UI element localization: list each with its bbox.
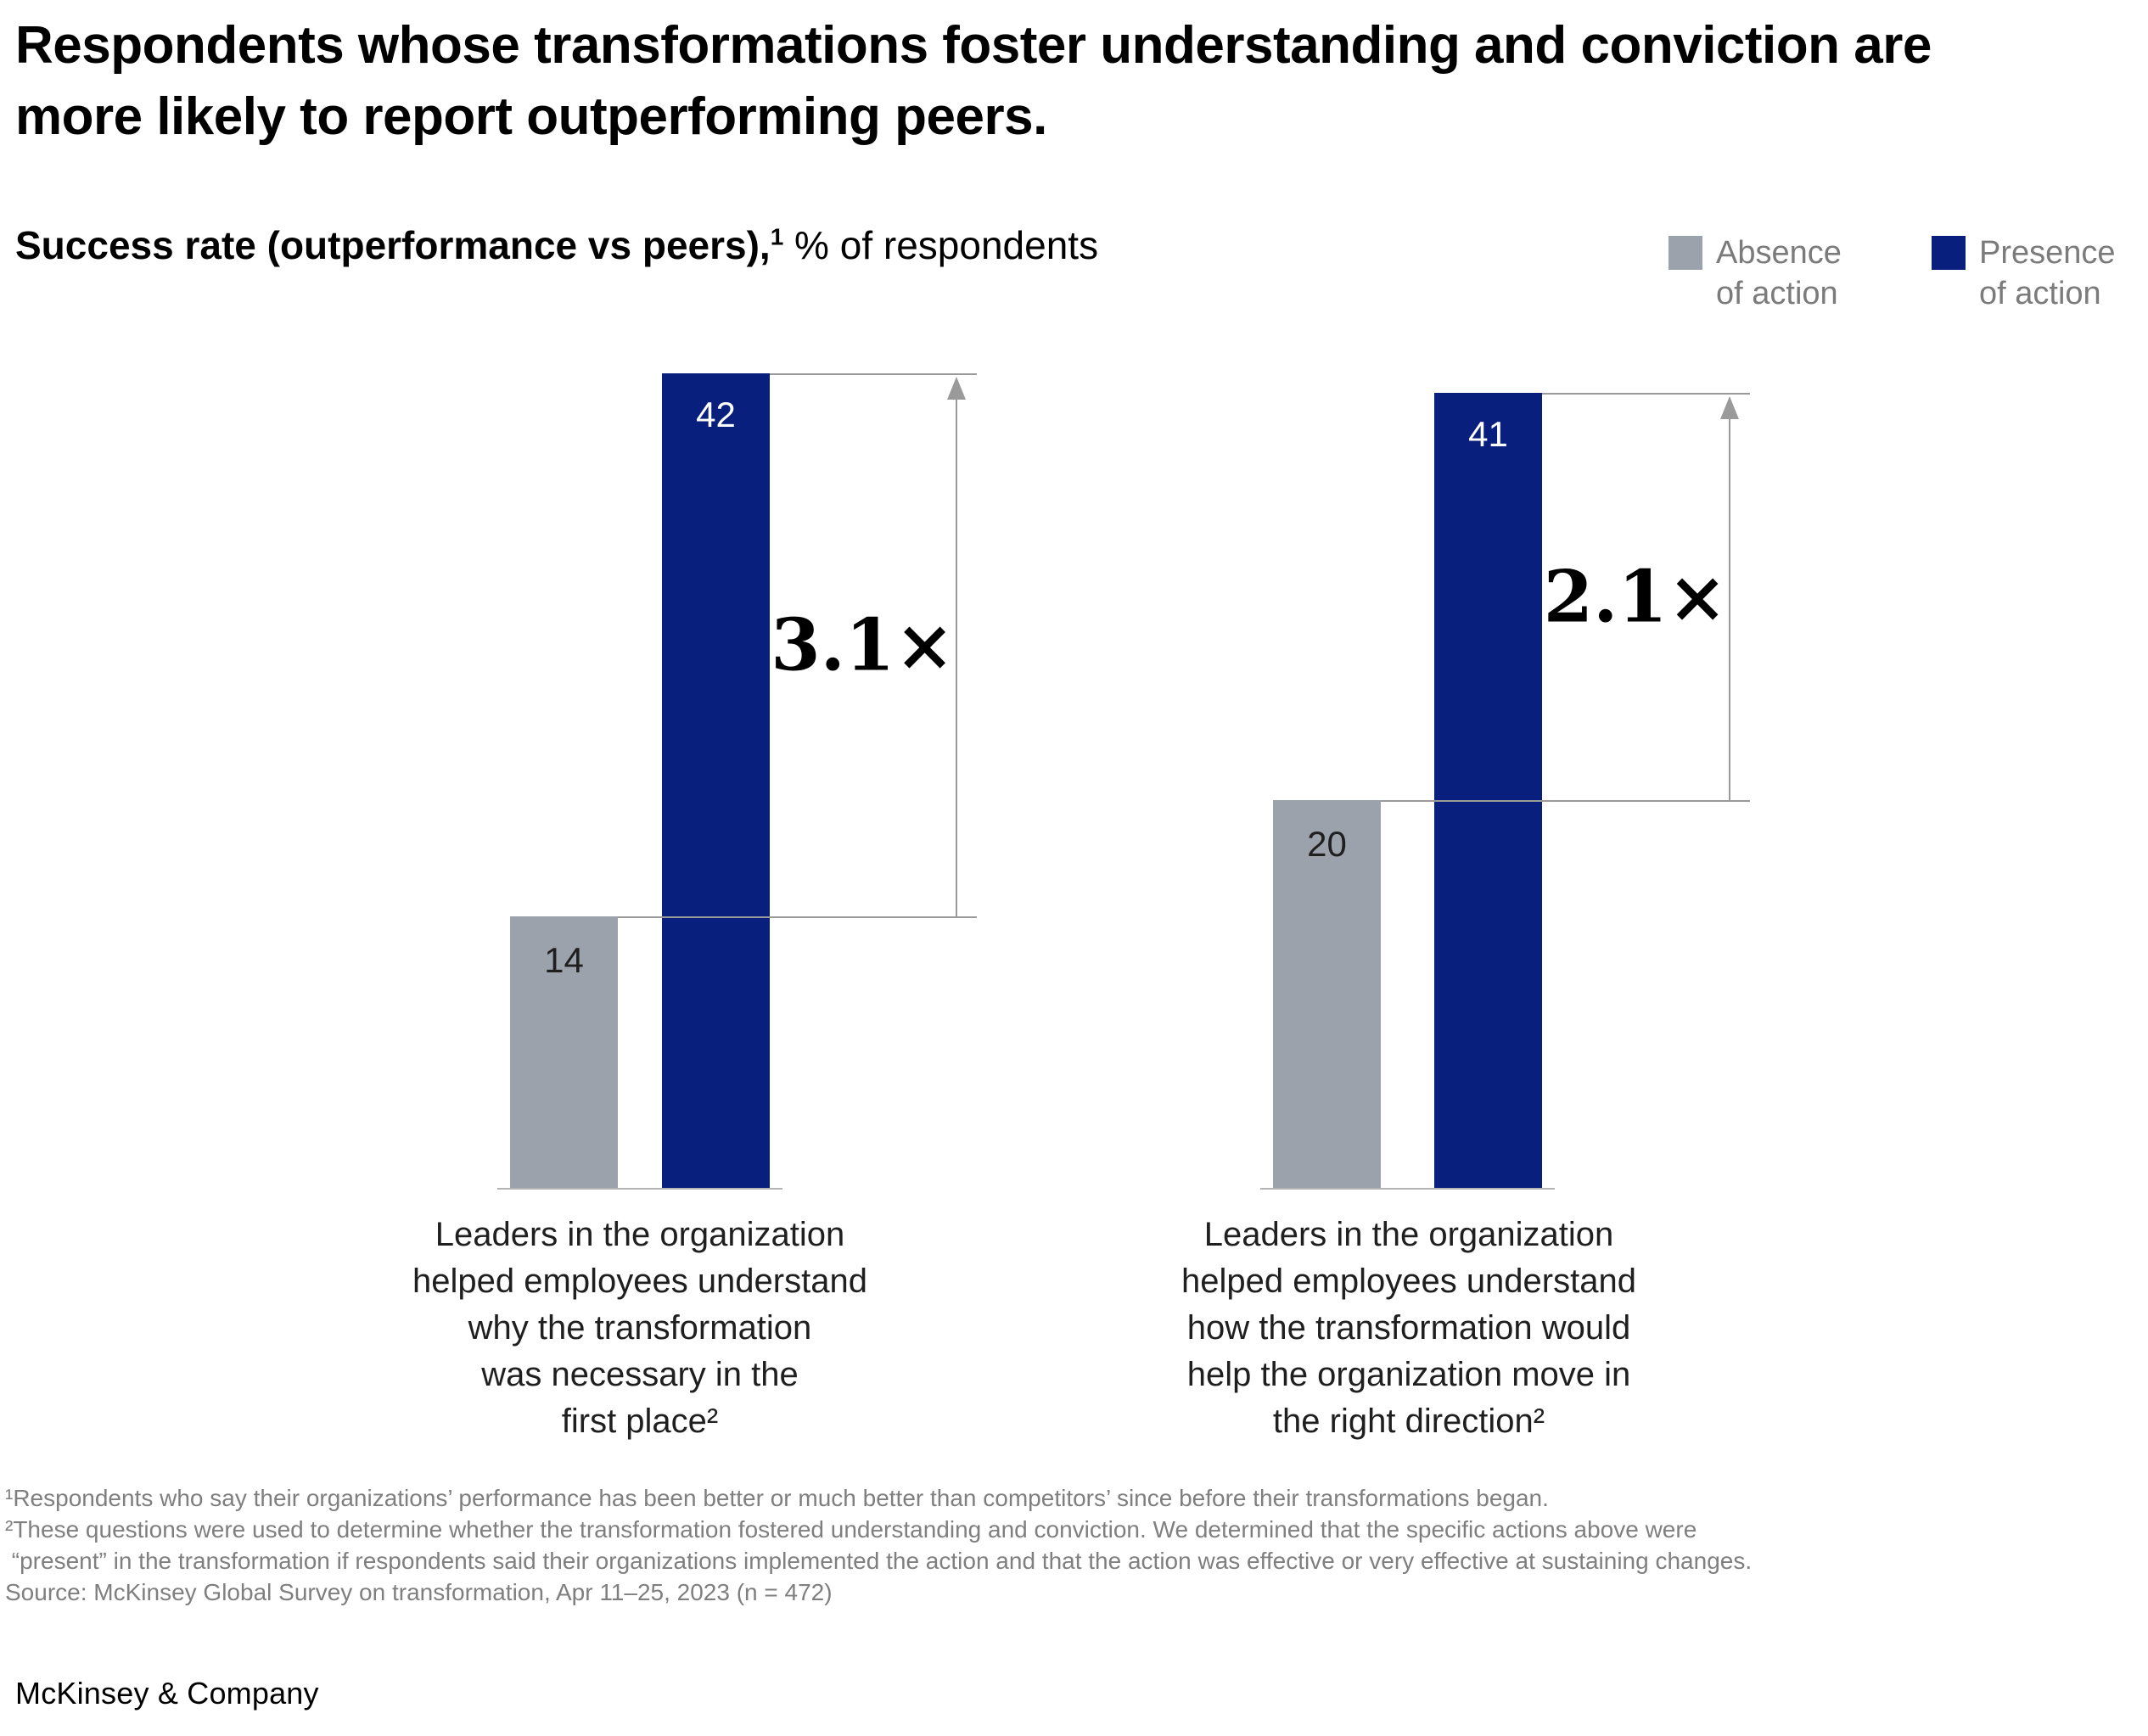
legend-label-presence: Presence of action bbox=[1979, 235, 2116, 311]
absence-level-line bbox=[618, 916, 977, 918]
presence-bar bbox=[662, 373, 770, 1188]
subtitle-superscript: 1 bbox=[770, 223, 784, 250]
multiplier-label: 2.1× bbox=[1543, 554, 1728, 639]
absence-value-label: 20 bbox=[1307, 824, 1347, 864]
presence-level-line bbox=[770, 373, 977, 375]
presence-bar bbox=[1434, 393, 1542, 1188]
mckinsey-company-wordmark: McKinsey & Company bbox=[15, 1676, 319, 1711]
category-label: Leaders in the organization helped emplo… bbox=[412, 1216, 867, 1440]
difference-arrow bbox=[1729, 398, 1730, 800]
footnote-2-continued: “present” in the transformation if respo… bbox=[5, 1548, 1753, 1574]
legend-label-absence: Absence of action bbox=[1716, 235, 1842, 311]
subtitle-bold: Success rate (outperformance vs peers), bbox=[15, 223, 771, 267]
absence-swatch-icon bbox=[1668, 236, 1702, 270]
footnote-2: ²These questions were used to determine … bbox=[5, 1516, 1697, 1543]
subtitle-regular: % of respondents bbox=[783, 223, 1099, 267]
absence-bar bbox=[510, 916, 618, 1188]
absence-level-line bbox=[1381, 800, 1750, 802]
arrow-up-icon bbox=[1720, 396, 1739, 419]
footnotes: ¹Respondents who say their organizations… bbox=[5, 1482, 2144, 1608]
multiplier-label: 3.1× bbox=[771, 602, 955, 687]
chart-subtitle: Success rate (outperformance vs peers),1… bbox=[15, 222, 1098, 268]
difference-arrow bbox=[956, 378, 957, 916]
legend-item-absence: Absence of action bbox=[1668, 232, 1842, 314]
absence-value-label: 14 bbox=[544, 940, 584, 980]
presence-value-label: 42 bbox=[696, 395, 736, 434]
absence-bar bbox=[1273, 800, 1381, 1188]
page-title: Respondents whose transformations foster… bbox=[15, 16, 1932, 146]
source-line: Source: McKinsey Global Survey on transf… bbox=[5, 1579, 833, 1605]
presence-swatch-icon bbox=[1932, 236, 1966, 270]
legend-item-presence: Presence of action bbox=[1932, 232, 2116, 314]
arrow-up-icon bbox=[947, 377, 966, 400]
presence-value-label: 41 bbox=[1468, 414, 1508, 454]
category-label: Leaders in the organization helped emplo… bbox=[1181, 1216, 1636, 1440]
baseline bbox=[1260, 1188, 1555, 1190]
baseline bbox=[497, 1188, 782, 1190]
footnote-1: ¹Respondents who say their organizations… bbox=[5, 1485, 1549, 1511]
presence-level-line bbox=[1542, 393, 1750, 395]
